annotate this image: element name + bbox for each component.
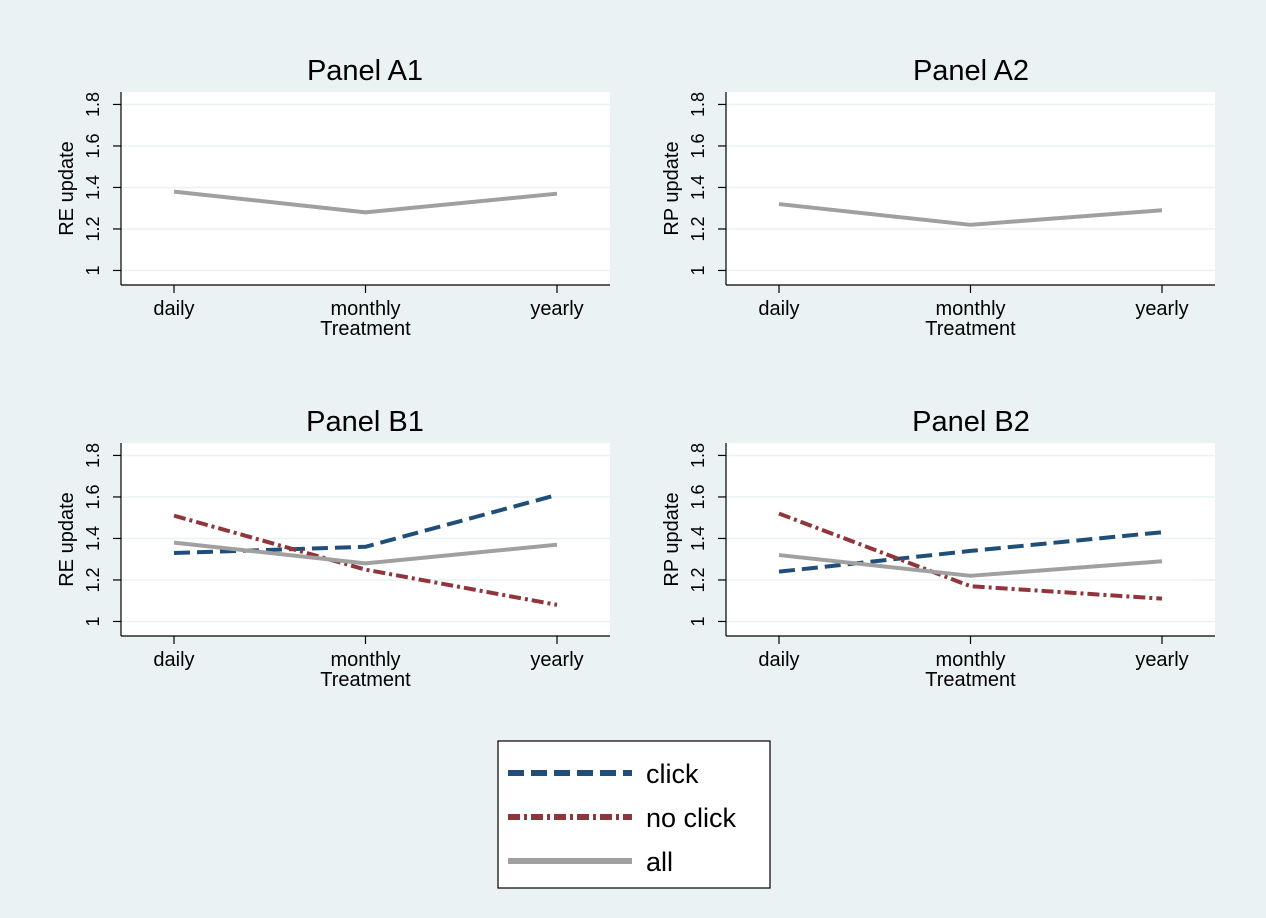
y-tick-label: 1.8: [688, 443, 708, 468]
y-tick-label: 1.8: [83, 92, 103, 117]
y-axis-title: RP update: [661, 492, 683, 586]
series-line-noclick: [173, 513, 558, 607]
x-axis-title: Treatment: [320, 669, 411, 691]
series-line-all: [173, 540, 558, 566]
panel-4: [718, 443, 1215, 644]
panel-title: Panel A1: [307, 55, 423, 87]
series-line-all: [778, 553, 1163, 578]
y-tick-label: 1.2: [83, 216, 103, 241]
x-axis-title: Treatment: [925, 669, 1016, 691]
y-axis-title: RE update: [56, 492, 78, 587]
x-tick-label: daily: [153, 649, 194, 671]
y-tick-label: 1: [688, 616, 708, 626]
y-tick-label: 1: [688, 265, 708, 275]
x-tick-label: monthly: [935, 298, 1005, 320]
x-tick-label: yearly: [530, 649, 583, 671]
y-tick-label: 1.4: [688, 526, 708, 551]
x-tick-label: monthly: [330, 649, 400, 671]
legend-label-all: all: [646, 847, 673, 877]
y-axis-title: RE update: [56, 141, 78, 236]
plot-area: [726, 443, 1215, 636]
y-tick-label: 1.2: [688, 216, 708, 241]
x-tick-label: yearly: [530, 298, 583, 320]
y-tick-label: 1.2: [688, 567, 708, 592]
x-axis-title: Treatment: [925, 318, 1016, 340]
y-tick-label: 1.4: [83, 526, 103, 551]
panel-title: Panel A2: [913, 55, 1029, 87]
y-tick-label: 1.8: [688, 92, 708, 117]
y-tick-label: 1.6: [688, 133, 708, 158]
x-tick-label: yearly: [1135, 649, 1188, 671]
legend-label-click: click: [646, 759, 699, 789]
plot-area: [121, 92, 610, 285]
y-tick-label: 1.4: [688, 175, 708, 200]
series-line-all: [173, 189, 558, 215]
y-tick-label: 1.4: [83, 175, 103, 200]
x-axis-title: Treatment: [320, 318, 411, 340]
panel-2: [718, 92, 1215, 293]
legend-label-noclick: no click: [646, 803, 737, 833]
panel-1: [113, 92, 610, 293]
x-tick-label: monthly: [330, 298, 400, 320]
y-axis-title: RP update: [661, 141, 683, 235]
plot-area: [726, 92, 1215, 285]
legend: click no click all: [497, 740, 771, 889]
series-line-click: [778, 530, 1163, 574]
plot-area: [121, 443, 610, 636]
panel-3: [113, 443, 610, 644]
panel-title: Panel B1: [306, 406, 424, 438]
panel-title: Panel B2: [912, 406, 1030, 438]
y-tick-label: 1: [83, 265, 103, 275]
series-line-noclick: [778, 511, 1163, 601]
series-line-click: [173, 492, 558, 555]
x-tick-label: monthly: [935, 649, 1005, 671]
y-tick-label: 1.2: [83, 567, 103, 592]
y-tick-label: 1.8: [83, 443, 103, 468]
x-tick-label: daily: [758, 649, 799, 671]
y-tick-label: 1: [83, 616, 103, 626]
y-tick-label: 1.6: [83, 484, 103, 509]
x-tick-label: daily: [758, 298, 799, 320]
x-tick-label: daily: [153, 298, 194, 320]
y-tick-label: 1.6: [83, 133, 103, 158]
y-tick-label: 1.6: [688, 484, 708, 509]
x-tick-label: yearly: [1135, 298, 1188, 320]
series-line-all: [778, 202, 1163, 227]
